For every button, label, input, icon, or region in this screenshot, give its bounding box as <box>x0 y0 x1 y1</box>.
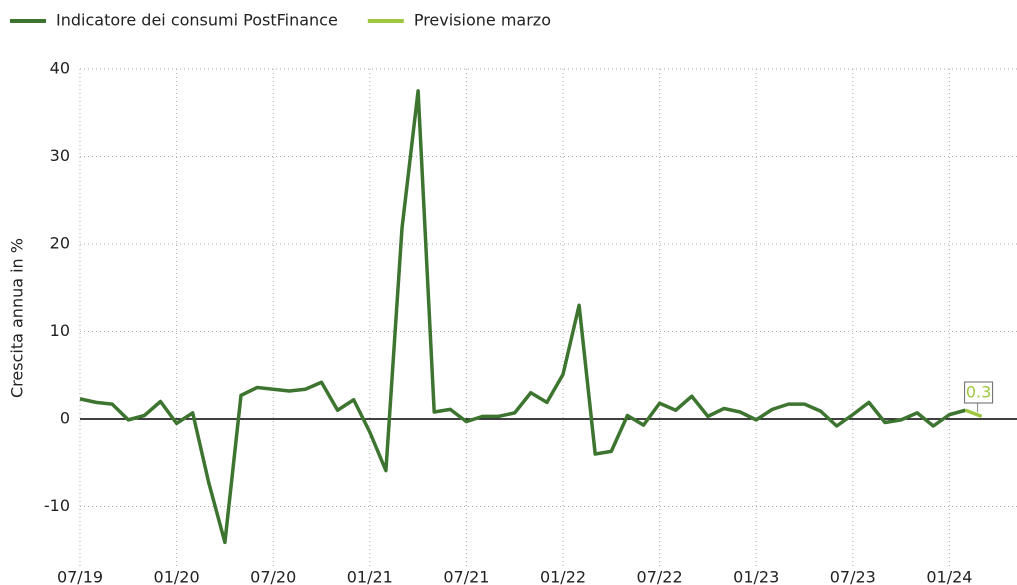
y-tick-label: -10 <box>44 496 70 515</box>
y-tick-label: 40 <box>50 59 70 78</box>
x-tick-label: 07/23 <box>830 568 876 585</box>
x-tick-label: 07/20 <box>250 568 296 585</box>
x-tick-label: 07/22 <box>637 568 683 585</box>
annotation-box <box>964 381 994 404</box>
x-tick-label: 01/20 <box>154 568 200 585</box>
x-tick-label: 01/22 <box>540 568 586 585</box>
x-tick-label: 01/23 <box>733 568 779 585</box>
x-tick-label: 01/24 <box>926 568 972 585</box>
legend-label: Previsione marzo <box>414 11 551 30</box>
y-tick-label: 10 <box>50 321 70 340</box>
y-tick-label: 30 <box>50 146 70 165</box>
y-tick-label: 0 <box>60 409 70 428</box>
data-line <box>79 89 966 545</box>
x-tick-label: 07/21 <box>443 568 489 585</box>
x-tick-label: 01/21 <box>347 568 393 585</box>
x-tick-label: 07/19 <box>57 568 103 585</box>
legend-label: Indicatore dei consumi PostFinance <box>56 11 338 30</box>
y-tick-label: 20 <box>50 234 70 253</box>
data-label: 0.3 <box>966 383 991 402</box>
y-axis-label: Crescita annua in % <box>8 238 27 398</box>
data-line <box>964 408 983 419</box>
